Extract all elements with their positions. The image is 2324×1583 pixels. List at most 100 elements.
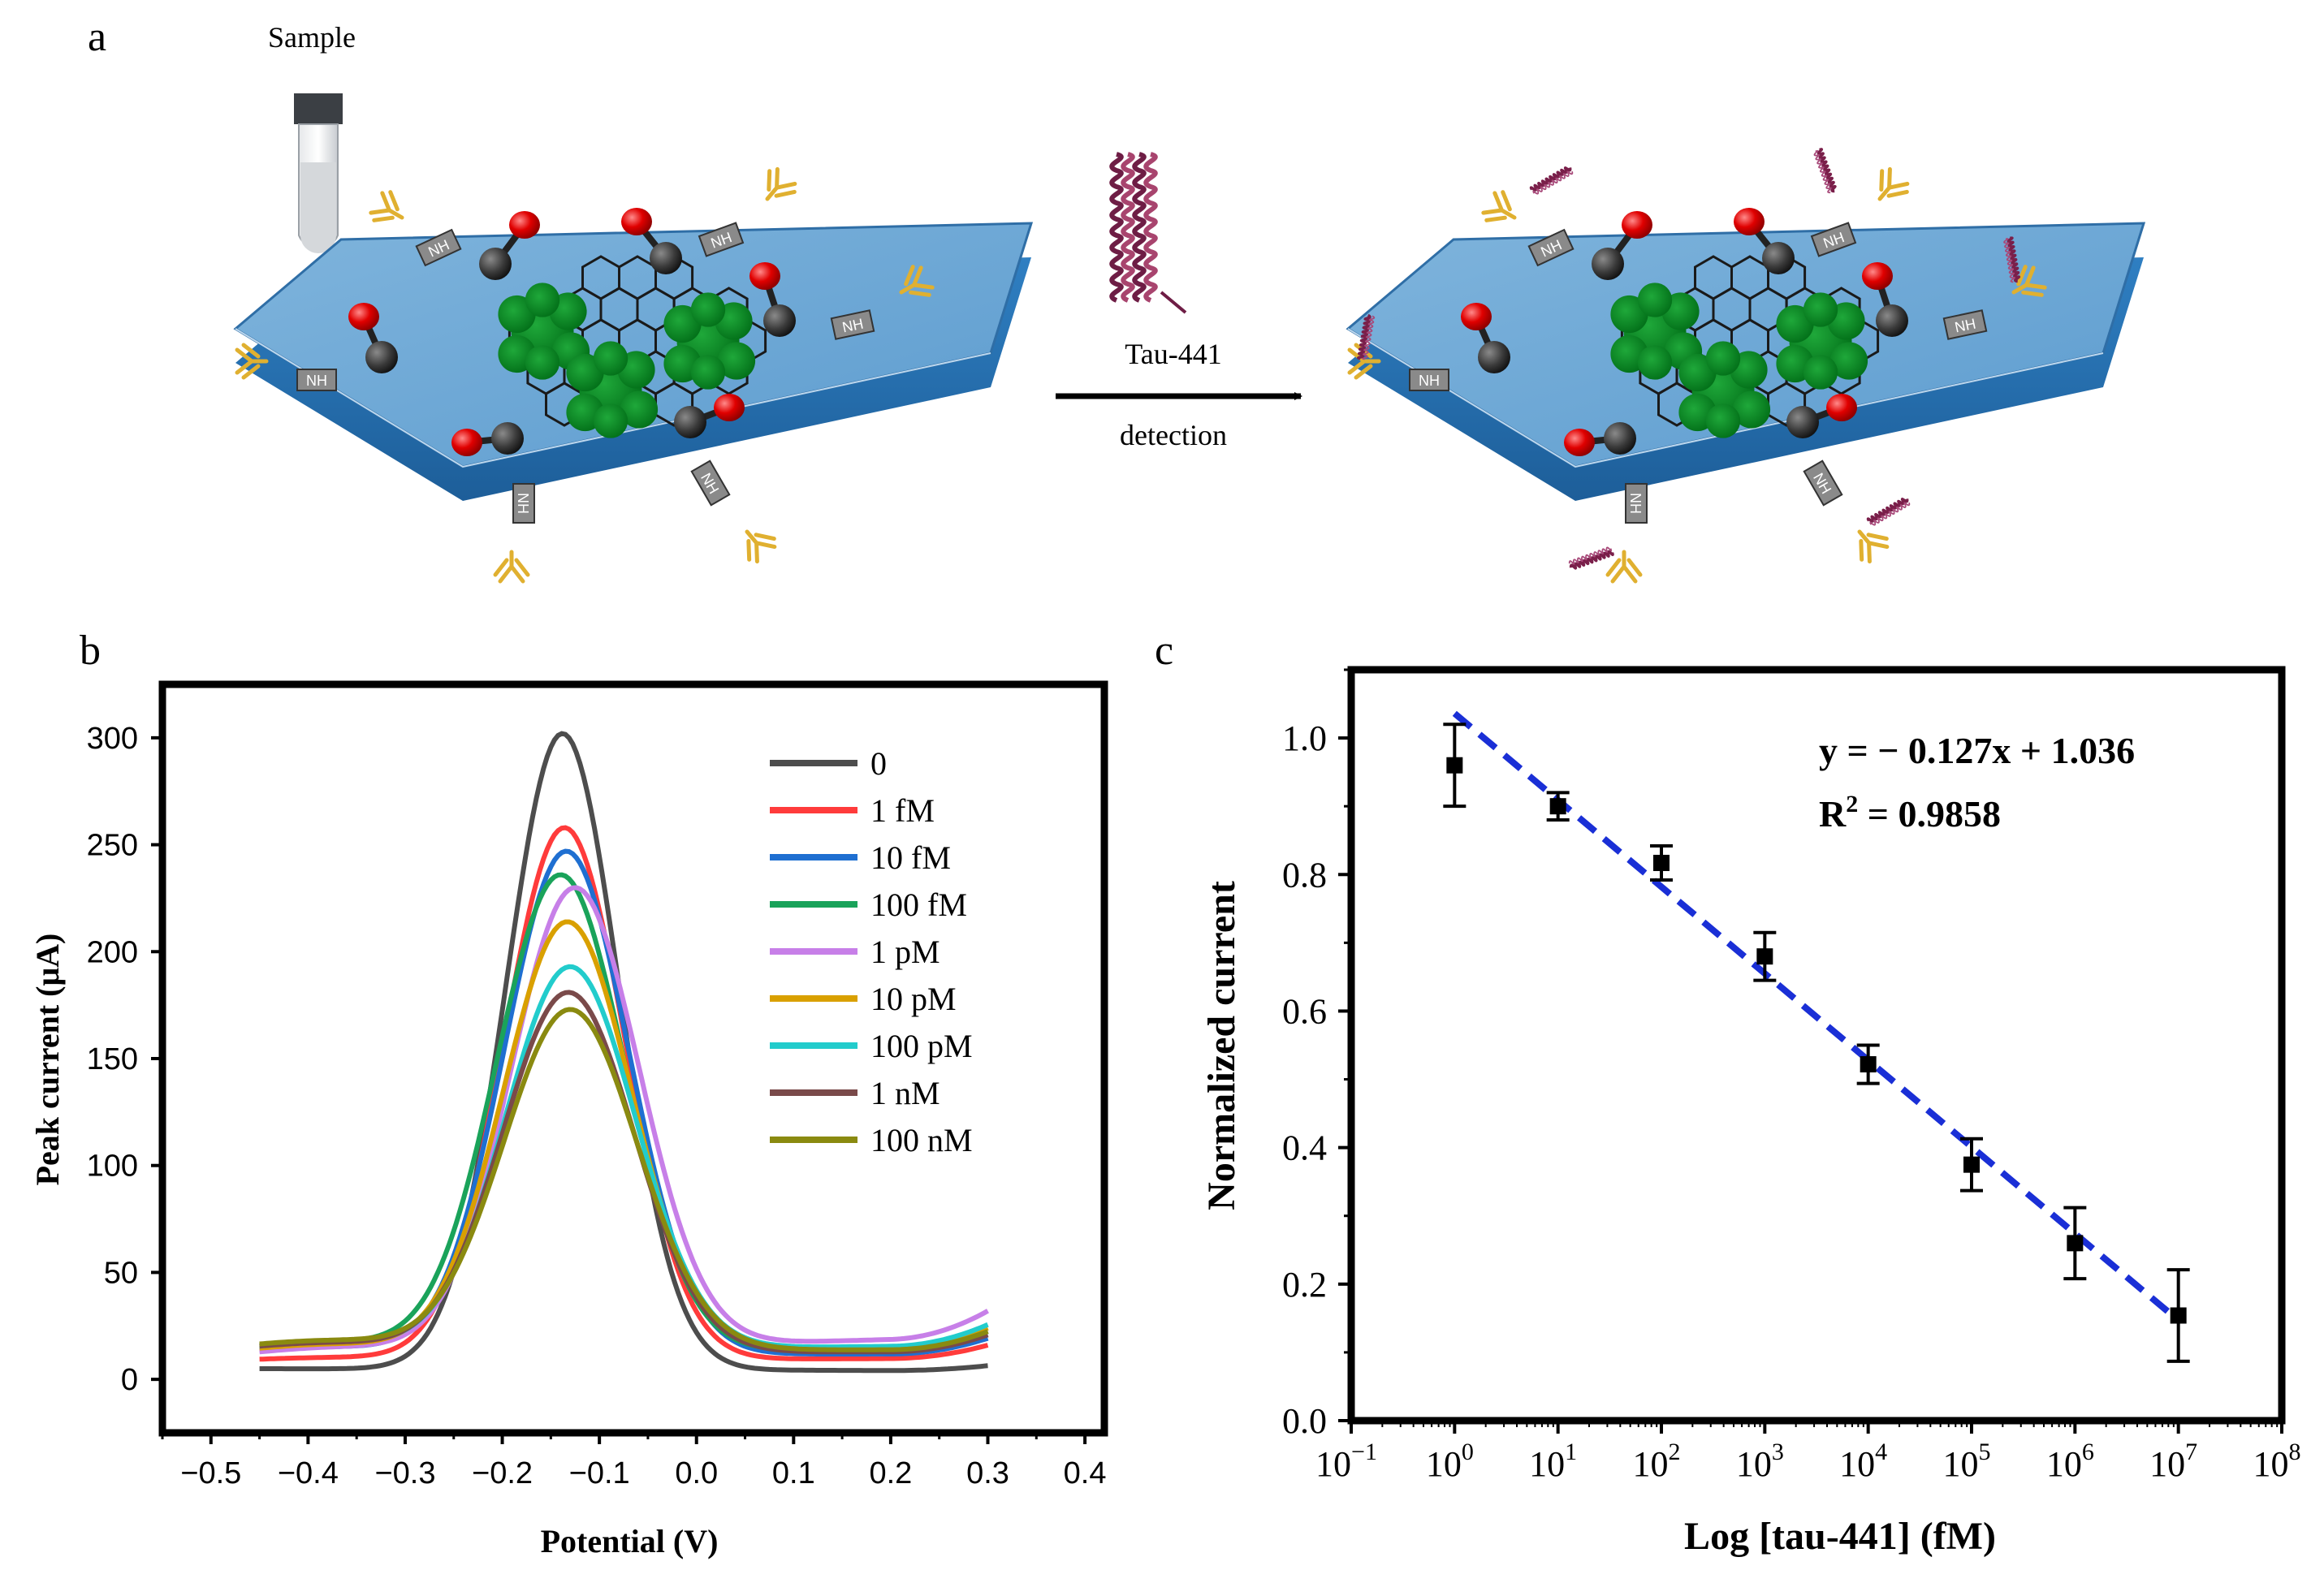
antibody-icon: [745, 529, 777, 564]
y-tick-label-b: 200: [87, 935, 138, 969]
x-tick-exponent: 5: [1979, 1439, 1991, 1465]
point-marker: [1756, 948, 1773, 965]
detection-label: detection: [1120, 419, 1227, 451]
x-tick-base: 10: [2149, 1444, 2185, 1484]
y-tick-label-c: 0.0: [1282, 1401, 1327, 1441]
legend-label: 10 pM: [870, 981, 957, 1017]
x-tick-label-b: −0.5: [180, 1456, 241, 1490]
antibody-icon: [1605, 550, 1643, 584]
carbonyl-group-icon: [674, 394, 745, 438]
x-tick-exponent: −1: [1351, 1439, 1377, 1465]
x-tick-base: 10: [1529, 1444, 1565, 1484]
nh-linker-icon: NH: [830, 309, 875, 340]
nh-linker-icon: NH: [1527, 228, 1575, 267]
x-tick-label-b: 0.4: [1064, 1456, 1107, 1490]
panel-a-label: a: [88, 14, 106, 60]
legend-label: 1 fM: [870, 792, 935, 829]
legend-label: 100 pM: [870, 1028, 973, 1064]
enzyme-blob-icon: [1776, 292, 1868, 390]
x-tick-base: 10: [1736, 1444, 1772, 1484]
r-squared: R2 = 0.9858: [1819, 791, 2001, 835]
x-tick-label-b: −0.4: [278, 1456, 339, 1490]
nh-linker-icon: NH: [1409, 369, 1449, 391]
dpv-series-8: [259, 1007, 989, 1352]
x-tick-label-c: 106: [2046, 1439, 2094, 1484]
legend-label: 100 fM: [870, 886, 967, 923]
r-squared-value: = 0.9858: [1858, 793, 2001, 835]
y-tick-label-b: 150: [87, 1042, 138, 1076]
r-squared-superscript: 2: [1846, 791, 1858, 817]
enzyme-blob-icon: [498, 283, 590, 380]
legend-label: 1 pM: [870, 934, 940, 970]
x-tick-label-c: 108: [2253, 1439, 2301, 1484]
tau-protein-small-icon: [1568, 546, 1614, 570]
calibration-points: [1443, 722, 2190, 1363]
dpv-series-4: [259, 885, 989, 1355]
y-tick-label-c: 0.2: [1282, 1265, 1327, 1305]
x-tick-base: 10: [2046, 1444, 2082, 1484]
antibody-icon: [899, 265, 935, 297]
point-marker: [1549, 798, 1566, 815]
nh-label: NH: [1419, 373, 1440, 389]
legend-label: 100 nM: [870, 1122, 973, 1158]
x-tick-label-c: 102: [1633, 1439, 1681, 1484]
panel-c-label: c: [1155, 628, 1173, 674]
data-point-7: [2166, 1268, 2190, 1363]
data-point-3: [1753, 930, 1777, 982]
x-tick-exponent: 0: [1462, 1439, 1474, 1465]
x-tick-label-c: 100: [1426, 1439, 1474, 1484]
tau-protein-label: Tau-441: [1125, 338, 1221, 370]
x-tick-exponent: 4: [1875, 1439, 1887, 1465]
sample-tube-icon: [294, 93, 343, 253]
legend-label: 0: [870, 745, 887, 782]
x-tick-exponent: 1: [1565, 1439, 1577, 1465]
x-tick-label-b: −0.1: [569, 1456, 630, 1490]
x-tick-label-c: 105: [1943, 1439, 1991, 1484]
x-tick-base: 10: [2253, 1444, 2289, 1484]
nh-linker-icon: NH: [1942, 309, 1988, 340]
data-point-6: [2063, 1206, 2087, 1281]
panel-a-schematic: a Sample Tau-441 detection NH NHNHNHNHNH …: [88, 14, 2146, 584]
panel-b-dpv-chart: b −0.5 −0.4 −0.3 −0.2 −0.1 0.0 0.1 0.2 0.3 0.4 0 50…: [29, 628, 1108, 1559]
antibody-icon: [493, 550, 530, 584]
x-tick-label-b: −0.3: [374, 1456, 435, 1490]
carbonyl-group-icon: [621, 208, 682, 274]
nh-linker-icon: NH: [1803, 459, 1843, 507]
x-tick-label-c: 101: [1529, 1439, 1577, 1484]
carbonyl-group-icon: [1734, 208, 1795, 274]
carbonyl-group-icon: [348, 303, 398, 373]
carbonyl-group-icon: [1564, 422, 1636, 456]
y-axis-label-b: Peak current (μA): [29, 934, 66, 1186]
graphene-lattice-icon: [498, 255, 767, 438]
enzyme-blob-icon: [663, 292, 756, 390]
carbonyl-group-icon: [1862, 262, 1908, 337]
antibody-icon: [765, 166, 797, 201]
plot-frame-c: [1347, 666, 2286, 1425]
data-point-4: [1856, 1043, 1880, 1085]
antibody-icon: [1857, 529, 1890, 564]
x-tick-exponent: 8: [2289, 1439, 2301, 1465]
y-axis-label-c: Normalized current: [1200, 881, 1243, 1210]
antibody-icon: [1877, 166, 1910, 201]
x-tick-label-c: 103: [1736, 1439, 1784, 1484]
r-squared-symbol: R: [1819, 793, 1847, 835]
data-point-5: [1960, 1137, 1983, 1193]
tau-protein-small-icon: [2003, 236, 2021, 283]
x-tick-label-b: 0.0: [675, 1456, 718, 1490]
nh-linker-icon: NH: [512, 483, 535, 524]
x-tick-label-b: 0.1: [772, 1456, 815, 1490]
legend-label: 1 nM: [870, 1075, 940, 1111]
legend-b: 0 1 fM 10 fM 100 fM 1 pM 10 pM 100 pM 1 nM 100 n…: [770, 745, 973, 1158]
enzyme-blob-icon: [566, 341, 659, 438]
carbonyl-group-icon: [451, 422, 524, 456]
point-marker: [1446, 757, 1463, 774]
data-point-1: [1546, 791, 1570, 822]
x-tick-base: 10: [1839, 1444, 1875, 1484]
x-tick-base: 10: [1943, 1444, 1979, 1484]
enzyme-blob-icon: [1678, 341, 1771, 438]
y-tick-label-b: 100: [87, 1150, 138, 1184]
y-tick-label-b: 250: [87, 829, 138, 863]
nh-linker-icon: NH: [296, 369, 337, 391]
sample-label: Sample: [268, 21, 356, 54]
